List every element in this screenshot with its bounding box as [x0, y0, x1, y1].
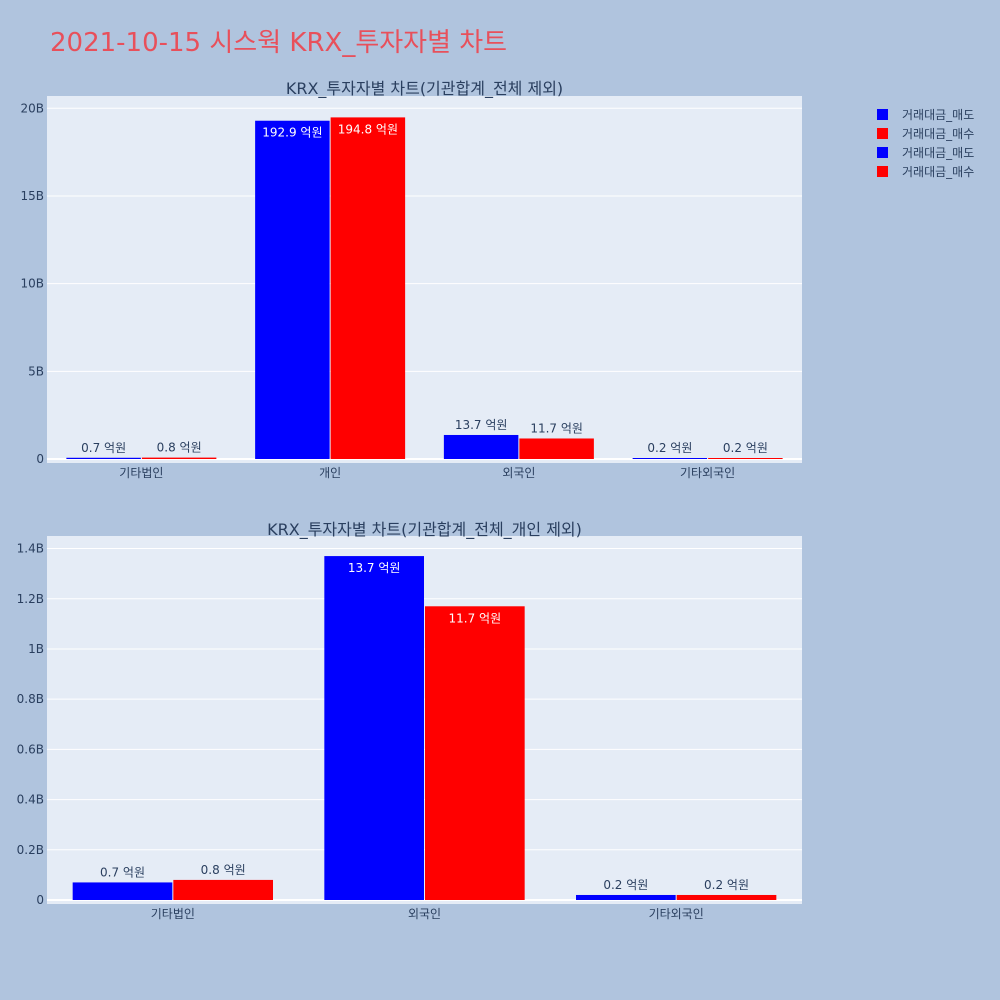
data-label: 11.7 억원: [449, 611, 502, 625]
data-label: 0.2 억원: [647, 441, 692, 455]
data-label: 0.8 억원: [157, 441, 202, 455]
legend-entry: 거래대금_매도: [902, 108, 974, 122]
y-tick-label: 0: [36, 452, 44, 466]
y-tick-label: 0: [36, 893, 44, 907]
y-tick-label: 0.4B: [17, 793, 44, 807]
legend-entry: 거래대금_매도: [902, 146, 974, 160]
y-tick-label: 10B: [20, 277, 44, 291]
y-tick-label: 1.4B: [17, 542, 44, 556]
data-label: 0.8 억원: [201, 863, 246, 877]
bar-sell: [255, 120, 330, 460]
data-label: 13.7 억원: [348, 561, 401, 575]
data-label: 0.2 억원: [603, 878, 648, 892]
page-title: 2021-10-15 시스웍 KRX_투자자별 차트: [50, 28, 508, 58]
data-label: 0.7 억원: [100, 865, 145, 879]
y-tick-label: 5B: [28, 364, 44, 378]
bar-buy: [708, 458, 783, 459]
data-label: 194.8 억원: [338, 122, 398, 136]
x-tick-label: 기타외국인: [649, 907, 704, 921]
bar-sell: [632, 458, 708, 459]
x-tick-label: 기타법인: [119, 466, 163, 480]
y-tick-label: 0.6B: [17, 742, 44, 756]
bar-buy: [519, 438, 594, 459]
chart-title: KRX_투자자별 차트(기관합계_전체 제외): [286, 79, 563, 99]
plot-area-1: [47, 96, 802, 463]
y-tick-label: 0.8B: [17, 692, 44, 706]
legend-swatch: [877, 109, 888, 120]
data-label: 0.2 억원: [723, 441, 768, 455]
bar-sell: [324, 556, 424, 900]
legend-swatch: [877, 128, 888, 139]
x-tick-label: 외국인: [408, 907, 441, 921]
data-label: 192.9 억원: [262, 126, 322, 140]
bar-buy: [330, 117, 406, 460]
y-tick-label: 0.2B: [17, 843, 44, 857]
legend-swatch: [877, 166, 888, 177]
x-tick-label: 개인: [319, 466, 341, 480]
bar-sell: [443, 434, 519, 459]
bar-sell: [576, 894, 676, 900]
bar-buy: [141, 457, 217, 459]
bar-buy: [425, 606, 525, 900]
y-tick-label: 15B: [20, 189, 44, 203]
data-label: 11.7 억원: [530, 421, 583, 435]
plot-area-2: [47, 536, 802, 904]
bar-sell: [72, 882, 173, 900]
data-label: 13.7 억원: [455, 418, 508, 432]
bar-sell: [66, 457, 141, 459]
bar-buy: [676, 894, 777, 900]
data-label: 0.7 억원: [81, 441, 126, 455]
y-tick-label: 1.2B: [17, 592, 44, 606]
x-tick-label: 기타법인: [151, 907, 195, 921]
chart-title: KRX_투자자별 차트(기관합계_전체_개인 제외): [267, 520, 582, 540]
x-tick-label: 외국인: [502, 466, 535, 480]
x-tick-label: 기타외국인: [680, 466, 735, 480]
data-label: 0.2 억원: [704, 878, 749, 892]
legend-entry: 거래대금_매수: [902, 127, 974, 141]
y-tick-label: 20B: [20, 101, 44, 115]
bar-buy: [173, 879, 273, 900]
legend-entry: 거래대금_매수: [902, 165, 974, 179]
legend-swatch: [877, 147, 888, 158]
y-tick-label: 1B: [28, 642, 44, 656]
